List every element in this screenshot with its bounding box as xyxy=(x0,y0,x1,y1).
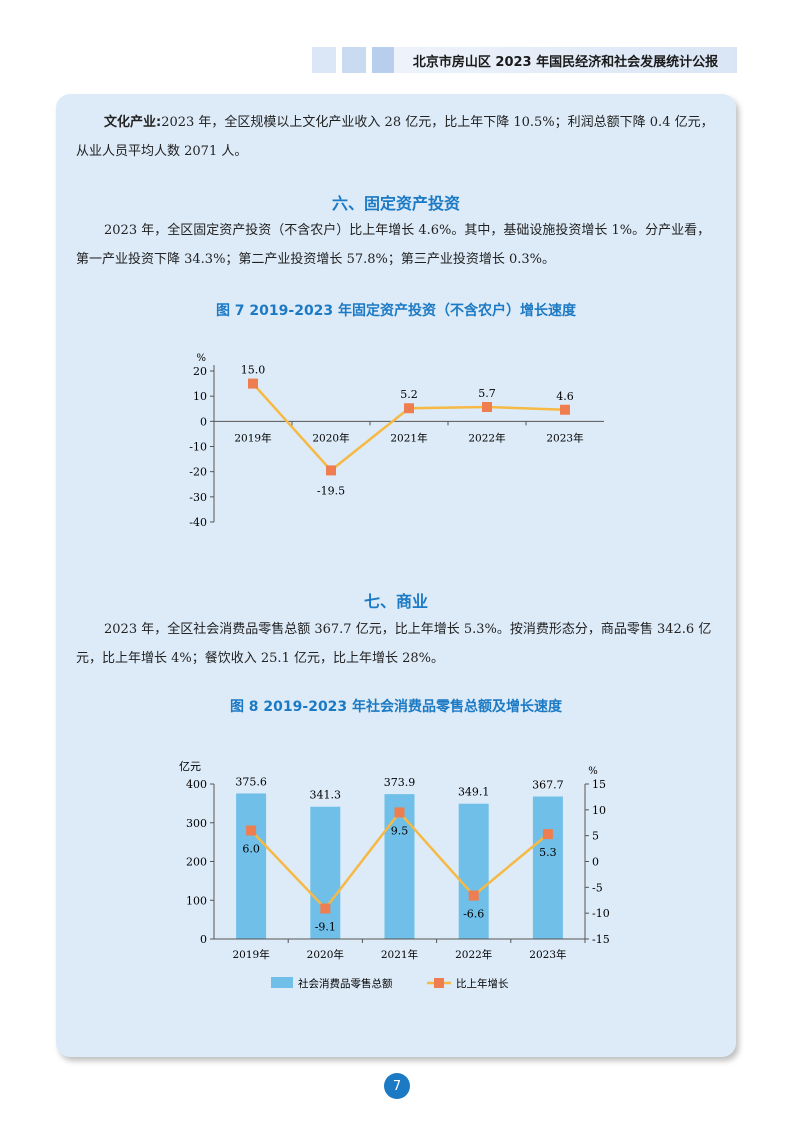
data-point xyxy=(404,403,414,414)
left-tick-label: 200 xyxy=(186,856,207,869)
legend-bar-label: 社会消费品零售总额 xyxy=(298,977,393,990)
right-tick-label: 10 xyxy=(592,804,606,817)
data-point xyxy=(482,401,492,412)
right-tick-label: 0 xyxy=(592,856,599,869)
growth-label: 6.0 xyxy=(242,843,260,856)
growth-label: 5.3 xyxy=(539,846,557,859)
data-label: 15.0 xyxy=(241,364,266,377)
section7-title: 七、商业 xyxy=(363,592,428,611)
x-tick-label: 2022年 xyxy=(455,948,492,961)
growth-point xyxy=(394,807,405,818)
bar-value-label: 349.1 xyxy=(458,786,490,799)
x-tick-label: 2023年 xyxy=(546,431,583,444)
culture-label: 文化产业: xyxy=(104,115,162,130)
bar xyxy=(458,803,489,939)
section7-paragraph: 2023 年，全区社会消费品零售总额 367.7 亿元，比上年增长 5.3%。按… xyxy=(76,622,712,666)
bar-value-label: 341.3 xyxy=(310,789,342,802)
growth-point xyxy=(542,829,553,840)
figure7-chart: %20 10 0 -10 -20 -30 -40 2019年 2020年 2021年 2022年 20… xyxy=(189,353,604,529)
right-tick-label: 5 xyxy=(592,830,599,843)
y-tick-label: -30 xyxy=(189,491,207,504)
x-tick-label: 2019年 xyxy=(234,431,271,444)
bar-value-label: 375.6 xyxy=(235,775,267,788)
right-tick-label: -10 xyxy=(592,907,610,920)
header-decoration xyxy=(312,47,402,73)
bar xyxy=(310,806,341,939)
legend-line-label: 比上年增长 xyxy=(456,977,509,990)
data-point xyxy=(326,465,336,476)
section6-title: 六、固定资产投资 xyxy=(331,194,460,213)
growth-label: 9.5 xyxy=(391,824,409,837)
left-tick-label: 400 xyxy=(186,778,207,791)
bar xyxy=(532,796,563,939)
page-number: 7 xyxy=(384,1073,410,1099)
figure8-title: 图 8 2019-2023 年社会消费品零售总额及增长速度 xyxy=(229,699,563,715)
figure7-title: 图 7 2019-2023 年固定资产投资（不含农户）增长速度 xyxy=(215,303,577,319)
culture-text: 2023 年，全区规模以上文化产业收入 28 亿元，比上年下降 10.5%；利润… xyxy=(76,115,714,159)
x-tick-label: 2021年 xyxy=(390,431,427,444)
section6-paragraph: 2023 年，全区固定资产投资（不含农户）比上年增长 4.6%。其中，基础设施投… xyxy=(76,223,711,267)
growth-label: -6.6 xyxy=(463,908,484,921)
data-label: 4.6 xyxy=(556,390,574,403)
right-tick-label: -5 xyxy=(592,881,603,894)
bar xyxy=(384,794,415,939)
left-tick-label: 0 xyxy=(200,933,207,946)
bar xyxy=(236,793,267,939)
x-tick-label: 2021年 xyxy=(381,948,418,961)
right-axis-unit: % xyxy=(588,766,598,777)
legend-line-marker xyxy=(434,978,444,988)
left-tick-label: 100 xyxy=(186,894,207,907)
right-tick-label: 15 xyxy=(592,778,606,791)
x-tick-label: 2020年 xyxy=(307,948,344,961)
x-tick-label: 2023年 xyxy=(529,948,566,961)
legend-bar-swatch xyxy=(271,977,293,988)
y-tick-label: -10 xyxy=(189,441,207,454)
left-axis-unit: 亿元 xyxy=(179,760,201,773)
data-label: 5.7 xyxy=(478,387,496,400)
header-title: 北京市房山区 2023 年国民经济和社会发展统计公报 xyxy=(412,54,719,70)
left-tick-label: 300 xyxy=(186,817,207,830)
data-label: -19.5 xyxy=(317,484,345,497)
y-tick-label: 10 xyxy=(193,390,207,403)
x-tick-label: 2020年 xyxy=(312,431,349,444)
data-point xyxy=(560,404,570,415)
y-tick-label: -40 xyxy=(189,516,207,529)
right-tick-label: -15 xyxy=(592,933,610,946)
data-label: 5.2 xyxy=(400,388,418,401)
x-tick-label: 2019年 xyxy=(232,948,269,961)
growth-point xyxy=(246,825,257,836)
y-tick-label: 20 xyxy=(193,365,207,378)
y-tick-label: 0 xyxy=(200,415,207,428)
y-axis-unit: % xyxy=(196,353,206,364)
data-point xyxy=(248,378,258,389)
growth-label: -9.1 xyxy=(315,921,336,934)
y-tick-label: -20 xyxy=(189,466,207,479)
header-bar: 北京市房山区 2023 年国民经济和社会发展统计公报 xyxy=(394,47,737,73)
bar-value-label: 373.9 xyxy=(384,776,416,789)
bar-value-label: 367.7 xyxy=(532,779,564,792)
growth-point xyxy=(320,903,331,914)
growth-point xyxy=(468,890,479,901)
culture-paragraph: 文化产业:2023 年，全区规模以上文化产业收入 28 亿元，比上年下降 10.… xyxy=(76,108,718,166)
x-tick-label: 2022年 xyxy=(468,431,505,444)
